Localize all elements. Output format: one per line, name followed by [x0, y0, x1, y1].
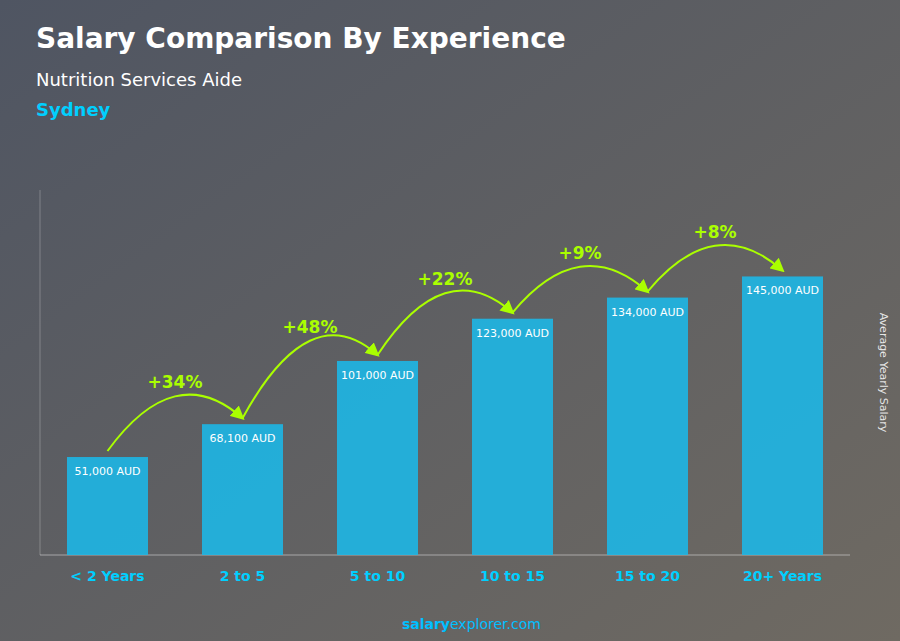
growth-arrow: [108, 395, 243, 451]
y-label: Average Yearly Salary: [877, 313, 890, 433]
growth-arrow: [243, 335, 378, 418]
y-axis-line: [40, 190, 41, 555]
growth-label: +9%: [558, 243, 601, 263]
data-label: 145,000 AUD: [746, 284, 819, 297]
growth-label: +22%: [418, 269, 473, 289]
x-tick-label: 10 to 15: [480, 568, 545, 584]
data-label: 134,000 AUD: [611, 306, 684, 319]
growth-label: +8%: [693, 222, 736, 242]
x-axis-line: [40, 555, 850, 556]
bar: [67, 457, 148, 555]
data-label: 123,000 AUD: [476, 327, 549, 340]
bar: [607, 298, 688, 555]
growth-label: +48%: [283, 317, 338, 337]
growth-arrow: [378, 291, 513, 355]
x-tick-label: 5 to 10: [350, 568, 406, 584]
title: Salary Comparison By Experience: [36, 22, 566, 55]
growth-label: +34%: [148, 372, 203, 392]
bar: [472, 319, 553, 555]
chart: Salary Comparison By Experience Nutrition…: [0, 0, 900, 641]
city: Sydney: [36, 99, 111, 120]
growth-arrow: [513, 266, 648, 313]
data-label: 101,000 AUD: [341, 369, 414, 382]
data-label: 68,100 AUD: [209, 432, 275, 445]
subtitle: Nutrition Services Aide: [36, 69, 242, 90]
bar: [337, 361, 418, 555]
footer: salary: [402, 616, 450, 632]
x-tick-label: 15 to 20: [615, 568, 680, 584]
growth-arrow: [648, 245, 783, 292]
x-tick-label: < 2 Years: [70, 568, 144, 584]
bar: [202, 424, 283, 555]
x-tick-label: 2 to 5: [220, 568, 266, 584]
data-label: 51,000 AUD: [74, 465, 140, 478]
bar: [742, 276, 823, 555]
bars: [67, 276, 823, 555]
footer: explorer.com: [450, 616, 541, 632]
x-tick-label: 20+ Years: [743, 568, 822, 584]
background: [0, 0, 900, 641]
